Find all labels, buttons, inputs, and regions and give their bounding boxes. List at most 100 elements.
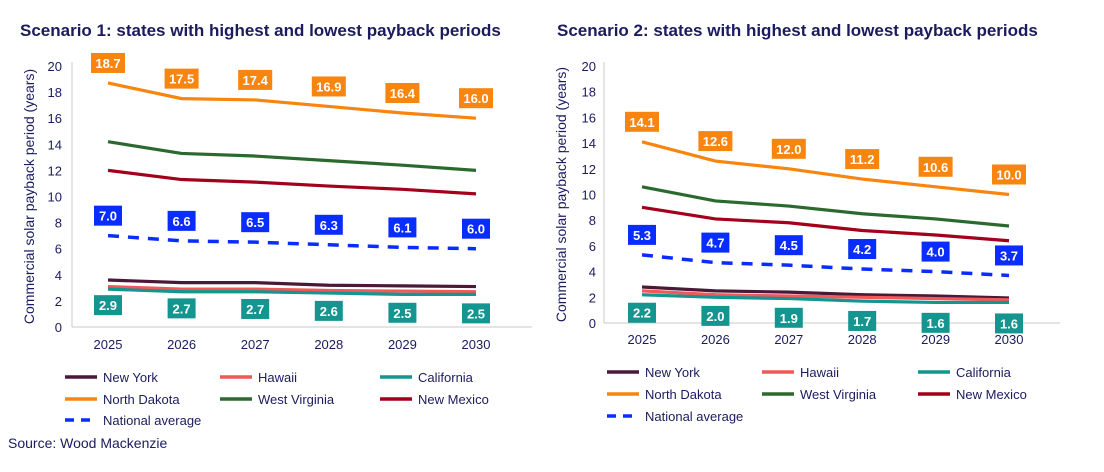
data-label-box — [698, 131, 733, 152]
data-label: 5.3 — [633, 228, 651, 243]
y-tick-label: 18 — [582, 85, 596, 100]
legend-label: New York — [103, 370, 158, 385]
x-tick-label: 2030 — [995, 332, 1024, 347]
x-tick-label: 2029 — [921, 332, 950, 347]
legend-label: West Virginia — [800, 387, 877, 402]
data-label-box — [701, 305, 730, 326]
data-label: 4.2 — [853, 242, 871, 257]
data-label: 6.1 — [393, 220, 411, 235]
data-label: 12.0 — [776, 142, 801, 157]
series-line-west-virginia — [641, 185, 1010, 228]
data-label-box — [385, 82, 420, 103]
data-label-box — [388, 302, 417, 323]
y-tick-label: 16 — [582, 110, 596, 125]
data-label-box — [625, 111, 659, 132]
series-line-new-mexico — [107, 168, 477, 196]
series-line-hawaii — [107, 284, 477, 294]
y-tick-label: 10 — [48, 190, 62, 205]
y-tick-label: 4 — [55, 268, 62, 283]
series-line-new-mexico — [641, 205, 1010, 243]
series-line-north-dakota — [107, 81, 477, 120]
data-label: 6.5 — [246, 215, 264, 230]
data-label: 6.3 — [320, 218, 338, 233]
x-tick-label: 2028 — [848, 332, 877, 347]
y-tick-label: 8 — [55, 216, 62, 231]
legend-label: National average — [103, 413, 201, 428]
data-label-box — [91, 52, 125, 73]
y-tick-label: 0 — [55, 320, 62, 335]
data-label-box — [462, 218, 490, 239]
data-label-box — [774, 307, 803, 328]
data-label: 12.6 — [703, 134, 728, 149]
y-tick-label: 8 — [589, 213, 596, 228]
legend-label: New Mexico — [418, 392, 489, 407]
legend-label: Hawaii — [258, 370, 297, 385]
x-tick-label: 2029 — [388, 337, 417, 352]
data-label: 2.2 — [633, 306, 651, 321]
data-label: 1.7 — [853, 314, 871, 329]
data-label: 18.7 — [95, 56, 120, 71]
y-tick-label: 18 — [48, 85, 62, 100]
chart-2: Scenario 2: states with highest and lowe… — [553, 21, 1060, 424]
data-label-box — [94, 295, 122, 316]
data-label-box — [628, 224, 656, 245]
legend-label: National average — [645, 409, 743, 424]
y-tick-label: 20 — [48, 59, 62, 74]
data-label-box — [774, 235, 803, 256]
y-tick-label: 14 — [48, 137, 62, 152]
data-label-box — [164, 68, 199, 89]
data-label: 2.5 — [467, 306, 485, 321]
data-label-box — [921, 312, 950, 333]
series-line-north-dakota — [641, 140, 1010, 197]
data-label: 1.6 — [1000, 316, 1018, 331]
data-label-box — [848, 239, 877, 260]
data-label-box — [995, 313, 1023, 334]
legend-label: New York — [645, 365, 700, 380]
data-label: 3.7 — [1000, 248, 1018, 263]
data-label: 2.5 — [393, 306, 411, 321]
x-tick-label: 2030 — [462, 337, 491, 352]
source-note: Source: Wood Mackenzie — [8, 435, 168, 451]
data-label: 2.9 — [99, 298, 117, 313]
y-tick-label: 2 — [589, 290, 596, 305]
y-tick-label: 10 — [582, 188, 596, 203]
data-label: 16.0 — [463, 91, 488, 106]
y-tick-label: 4 — [589, 265, 596, 280]
legend-label: North Dakota — [645, 387, 722, 402]
data-label-box — [845, 149, 880, 170]
data-label-box — [241, 212, 270, 233]
legend-label: California — [418, 370, 474, 385]
data-label-box — [314, 214, 343, 235]
y-tick-label: 14 — [582, 136, 596, 151]
series-line-new-york — [641, 285, 1010, 300]
x-tick-label: 2026 — [167, 337, 196, 352]
data-label: 4.7 — [706, 236, 724, 251]
series-line-hawaii — [641, 289, 1010, 302]
data-label: 4.5 — [780, 238, 798, 253]
series-line-california — [641, 293, 1009, 305]
data-label: 6.0 — [467, 222, 485, 237]
data-label: 1.6 — [927, 316, 945, 331]
x-tick-label: 2026 — [701, 332, 730, 347]
data-label-box — [388, 217, 417, 238]
data-label-box — [848, 310, 877, 331]
data-label: 4.0 — [927, 245, 945, 260]
data-label: 2.7 — [173, 301, 191, 316]
legend-label: New Mexico — [956, 387, 1027, 402]
data-label-box — [921, 241, 950, 262]
data-label: 10.6 — [923, 160, 948, 175]
data-label-box — [628, 302, 656, 323]
y-axis-label: Commercial solar payback period (years) — [21, 69, 37, 324]
data-label: 1.9 — [780, 311, 798, 326]
data-label: 16.9 — [316, 79, 341, 94]
data-label-box — [462, 303, 490, 324]
data-label-box — [94, 205, 122, 226]
y-tick-label: 12 — [48, 163, 62, 178]
chart-1: Scenario 1: states with highest and lowe… — [20, 21, 532, 428]
data-label: 17.4 — [243, 73, 269, 88]
data-label: 14.1 — [629, 115, 654, 130]
data-label-box — [771, 138, 806, 159]
data-label: 11.2 — [850, 152, 875, 167]
